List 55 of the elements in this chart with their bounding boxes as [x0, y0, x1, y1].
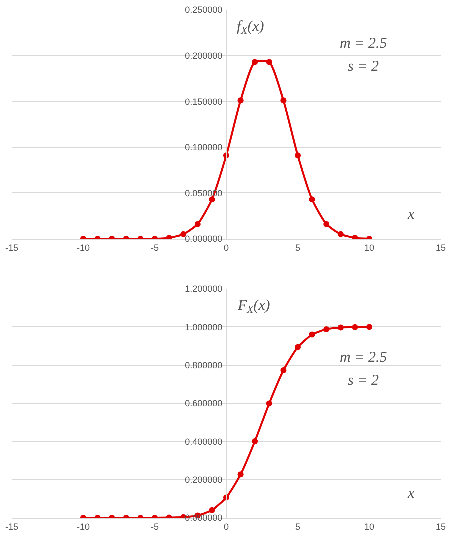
y-tick-label: 0.000000 — [185, 234, 223, 244]
point — [194, 221, 201, 228]
point — [209, 507, 216, 514]
point — [295, 152, 301, 159]
x-tick-label: 0 — [224, 522, 230, 532]
x-tick-label: -15 — [5, 522, 19, 532]
x-tick-label: 10 — [364, 242, 375, 253]
point — [180, 231, 187, 238]
point — [366, 324, 372, 330]
x-tick-label: 5 — [295, 242, 301, 253]
y-tick-label: 0.250000 — [185, 5, 223, 16]
point — [280, 98, 287, 104]
x-tick-label: 10 — [364, 522, 375, 532]
point — [352, 324, 358, 330]
x-tick-label: 5 — [295, 522, 301, 532]
point — [295, 344, 301, 350]
point — [280, 367, 287, 374]
x-tick-label: -10 — [76, 522, 90, 532]
x-tick-label: -5 — [150, 522, 160, 532]
y-tick-label: 0.000000 — [185, 513, 223, 524]
y-tick-label: 1.000000 — [185, 322, 223, 332]
annotation: m = 2.5 — [340, 350, 388, 366]
x-tick-label: 0 — [224, 242, 230, 253]
point — [309, 332, 316, 338]
x-axis-title: x — [407, 207, 415, 223]
x-tick-label: -5 — [150, 242, 160, 253]
y-tick-label: 1.200000 — [185, 284, 223, 294]
y-axis-title: f$_{X}$(x) — [237, 19, 264, 38]
x-axis-title: x — [407, 486, 415, 502]
y-axis-title: F$_{X}$(x) — [237, 298, 270, 316]
x-tick-label: 15 — [436, 522, 446, 532]
annotation: s = 2 — [348, 59, 380, 75]
y-tick-label: 0.200000 — [185, 474, 223, 485]
point — [238, 472, 244, 478]
y-tick-label: 0.400000 — [185, 436, 223, 447]
y-tick-label: 0.800000 — [185, 360, 223, 370]
x-tick-label: -15 — [5, 242, 19, 253]
point — [309, 196, 316, 203]
x-tick-label: -10 — [76, 242, 90, 253]
annotation: m = 2.5 — [340, 36, 388, 52]
point — [338, 324, 344, 331]
point — [238, 98, 244, 104]
point — [252, 438, 258, 444]
point — [266, 400, 272, 407]
point — [324, 326, 330, 332]
point — [338, 231, 344, 238]
point — [324, 221, 330, 228]
y-tick-label: 0.150000 — [185, 96, 223, 107]
annotation: s = 2 — [348, 373, 380, 389]
y-tick-label: 0.200000 — [185, 50, 223, 61]
point — [252, 59, 258, 66]
y-tick-label: 0.100000 — [185, 142, 223, 153]
y-tick-label: 0.600000 — [185, 398, 223, 409]
point — [266, 59, 272, 66]
x-tick-label: 15 — [436, 242, 446, 253]
